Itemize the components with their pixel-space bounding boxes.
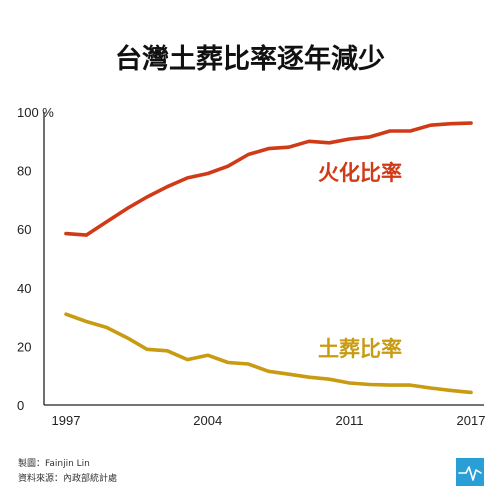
credit-source: 資料來源：內政部統計處 bbox=[18, 472, 117, 484]
credit-maker: 製圖：Fainjin Lin bbox=[18, 457, 90, 469]
y-tick-label: 100 % bbox=[17, 105, 54, 120]
y-tick-label: 40 bbox=[17, 281, 31, 296]
y-tick-label: 0 bbox=[17, 398, 24, 413]
series-line-cremation bbox=[64, 121, 473, 237]
brand-logo-icon bbox=[456, 458, 484, 486]
x-tick-label: 2004 bbox=[193, 413, 222, 428]
series-lines bbox=[64, 121, 473, 395]
y-tick-label: 80 bbox=[17, 164, 31, 179]
x-tick-label: 2011 bbox=[336, 413, 364, 428]
x-axis-ticks: 1997 2004 2011 2017 bbox=[52, 413, 486, 428]
series-line-burial bbox=[64, 312, 473, 395]
series-label-cremation: 火化比率 bbox=[318, 161, 402, 185]
x-tick-label: 2017 bbox=[457, 413, 486, 428]
y-tick-label: 60 bbox=[17, 222, 31, 237]
y-tick-label: 20 bbox=[17, 339, 31, 354]
x-tick-label: 1997 bbox=[52, 413, 81, 428]
y-axis-ticks: 0 20 40 60 80 100 % bbox=[17, 105, 54, 413]
series-label-burial: 土葬比率 bbox=[318, 337, 402, 361]
chart-title: 台灣土葬比率逐年減少 bbox=[115, 43, 385, 75]
